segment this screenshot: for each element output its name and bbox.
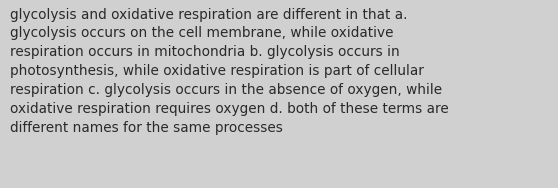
Text: glycolysis and oxidative respiration are different in that a.
glycolysis occurs : glycolysis and oxidative respiration are… (10, 8, 449, 135)
